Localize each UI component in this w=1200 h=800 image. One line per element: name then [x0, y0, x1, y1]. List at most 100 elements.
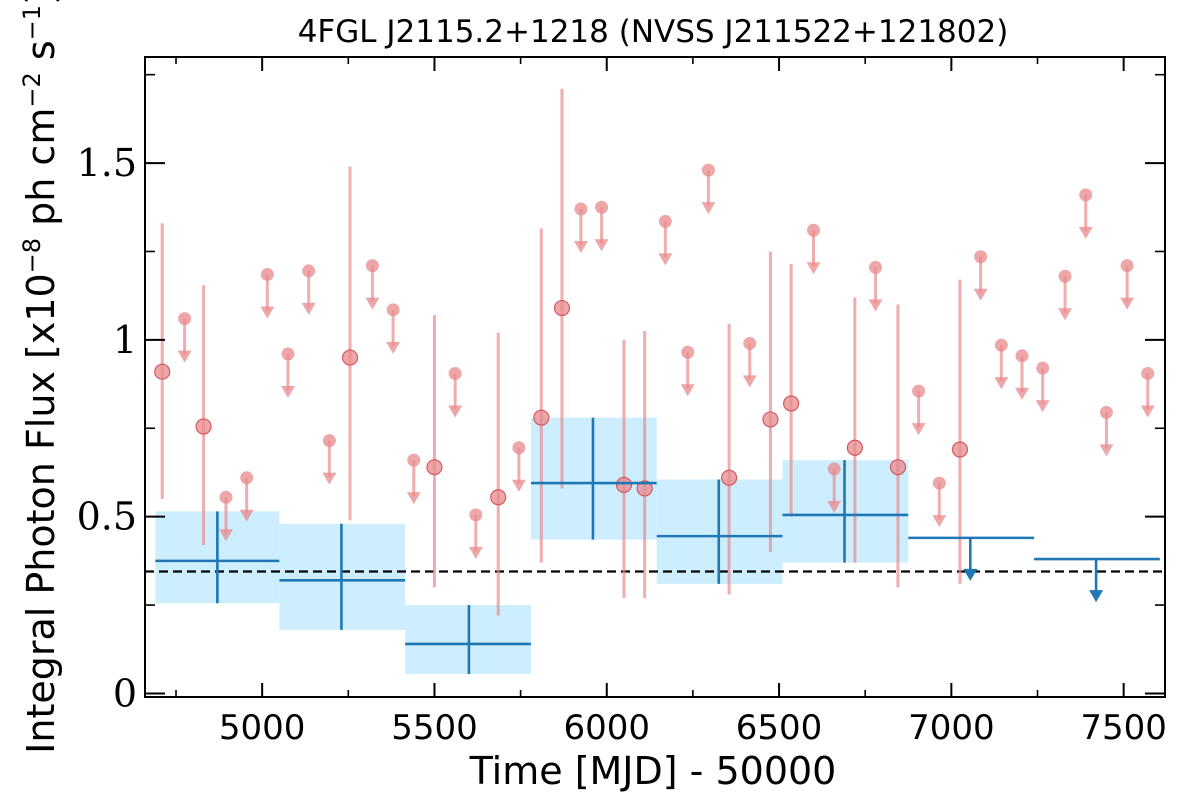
- upper-limit-marker-32: [1141, 366, 1155, 380]
- long-bin-upper-limit-arrow-0: [963, 568, 978, 581]
- y-tick-label-0: 0: [113, 671, 137, 715]
- upper-limit-arrow-0: [177, 350, 192, 363]
- upper-limit-marker-8: [386, 303, 400, 317]
- upper-limit-marker-19: [807, 223, 821, 237]
- upper-limit-arrow-25: [994, 377, 1009, 390]
- short-bins-layer: [154, 88, 1155, 616]
- x-tick-label-0: 5000: [219, 708, 306, 748]
- upper-limit-marker-3: [260, 267, 274, 281]
- detection-marker-11: [783, 395, 800, 412]
- plot-frame: [144, 56, 1166, 698]
- upper-limit-arrow-2: [239, 509, 254, 522]
- upper-limit-arrow-28: [1058, 308, 1073, 321]
- upper-limit-marker-1: [219, 490, 233, 504]
- y-axis-label-suffix: ]: [19, 0, 63, 5]
- upper-limit-marker-2: [240, 471, 254, 485]
- upper-limit-marker-24: [974, 250, 988, 264]
- upper-limit-arrow-1: [218, 529, 233, 542]
- x-tick-label-3: 6500: [736, 708, 823, 748]
- upper-limit-arrow-20: [827, 500, 842, 513]
- upper-limit-marker-7: [365, 259, 379, 273]
- y-tick-label-2: 1: [113, 318, 137, 362]
- upper-limit-marker-10: [448, 366, 462, 380]
- upper-limit-marker-15: [658, 214, 672, 228]
- y-axis-label-exp1: −8: [18, 238, 46, 273]
- upper-limit-arrow-15: [658, 253, 673, 266]
- x-axis-label: Time [MJD] - 50000: [469, 749, 837, 793]
- detection-marker-8: [636, 480, 653, 497]
- upper-limit-arrow-26: [1014, 387, 1029, 400]
- upper-limit-arrow-22: [911, 423, 926, 436]
- upper-limit-arrow-24: [973, 288, 988, 301]
- upper-limit-arrow-19: [806, 262, 821, 275]
- detection-marker-7: [615, 476, 633, 493]
- upper-limit-marker-11: [469, 508, 483, 522]
- x-tick-label-5: 7500: [1080, 708, 1167, 748]
- upper-limit-marker-26: [1015, 349, 1029, 363]
- upper-limit-marker-5: [302, 264, 316, 278]
- detection-marker-9: [720, 469, 738, 486]
- upper-limit-marker-29: [1079, 188, 1093, 202]
- upper-limit-arrow-9: [406, 492, 421, 505]
- upper-limit-arrow-16: [680, 384, 695, 397]
- detection-marker-3: [426, 459, 443, 476]
- upper-limit-arrow-11: [468, 546, 483, 559]
- upper-limit-arrow-17: [701, 202, 716, 215]
- x-tick-label-1: 5500: [391, 708, 478, 748]
- axes-frame-layer: [144, 56, 1166, 698]
- upper-limit-marker-27: [1036, 361, 1050, 375]
- detection-marker-13: [889, 459, 907, 476]
- x-tick-label-4: 7000: [908, 708, 995, 748]
- upper-limit-marker-31: [1120, 259, 1134, 273]
- upper-limit-arrow-18: [742, 375, 757, 388]
- upper-limit-marker-28: [1058, 269, 1072, 283]
- upper-limit-marker-0: [178, 312, 192, 326]
- detection-marker-4: [490, 489, 507, 506]
- upper-limit-marker-23: [932, 476, 946, 490]
- detection-marker-10: [762, 411, 779, 428]
- detection-marker-2: [341, 349, 359, 366]
- upper-limit-marker-25: [994, 338, 1008, 352]
- y-axis-label-exp2: −2: [18, 72, 46, 107]
- x-tick-label-2: 6000: [563, 708, 650, 748]
- upper-limit-arrow-12: [511, 479, 526, 492]
- ticks-layer: 5000 5500 6000 6500 7000 7500 0 0.5 1 1.5: [77, 57, 1167, 748]
- upper-limit-arrow-7: [365, 297, 380, 310]
- upper-limit-marker-6: [322, 434, 336, 448]
- y-axis-label-prefix: Integral Photon Flux [x10: [19, 273, 63, 754]
- chart-title: 4FGL J2115.2+1218 (NVSS J211522+121802): [298, 14, 1009, 50]
- band-layer: [155, 417, 909, 675]
- y-axis-label-exp3: −1: [18, 5, 46, 40]
- upper-limit-arrow-13: [573, 241, 588, 254]
- upper-limit-marker-12: [512, 441, 526, 455]
- detection-marker-0: [154, 363, 171, 380]
- upper-limit-arrow-23: [932, 515, 947, 528]
- upper-limit-arrow-4: [281, 386, 296, 399]
- long-bins-layer: [155, 417, 1160, 675]
- long-bin-upper-limit-arrow-1: [1089, 590, 1104, 603]
- detection-marker-12: [846, 439, 863, 456]
- upper-limit-arrow-27: [1035, 400, 1050, 413]
- upper-limit-arrow-21: [868, 299, 883, 312]
- y-axis-label-mid: ph cm: [19, 108, 63, 238]
- upper-limit-arrow-30: [1099, 444, 1114, 457]
- upper-limit-arrow-6: [322, 472, 337, 485]
- upper-limit-arrow-8: [386, 341, 401, 354]
- upper-limit-marker-14: [595, 200, 609, 214]
- upper-limit-arrow-3: [260, 306, 275, 319]
- detection-marker-6: [553, 299, 571, 317]
- upper-limit-arrow-10: [448, 405, 463, 418]
- detection-marker-5: [533, 409, 550, 426]
- upper-limit-marker-17: [701, 163, 715, 177]
- y-axis-label-mid2: s: [19, 40, 63, 72]
- upper-limit-marker-18: [743, 336, 757, 350]
- upper-limit-marker-20: [827, 462, 841, 476]
- upper-limit-arrow-29: [1078, 226, 1093, 239]
- y-axis-label: Integral Photon Flux [x10−8 ph cm−2 s−1]: [18, 0, 63, 754]
- upper-limit-marker-22: [912, 384, 926, 398]
- upper-limit-marker-4: [281, 347, 295, 361]
- upper-limit-marker-13: [574, 202, 588, 216]
- detection-marker-14: [951, 441, 969, 458]
- upper-limit-marker-9: [407, 453, 421, 467]
